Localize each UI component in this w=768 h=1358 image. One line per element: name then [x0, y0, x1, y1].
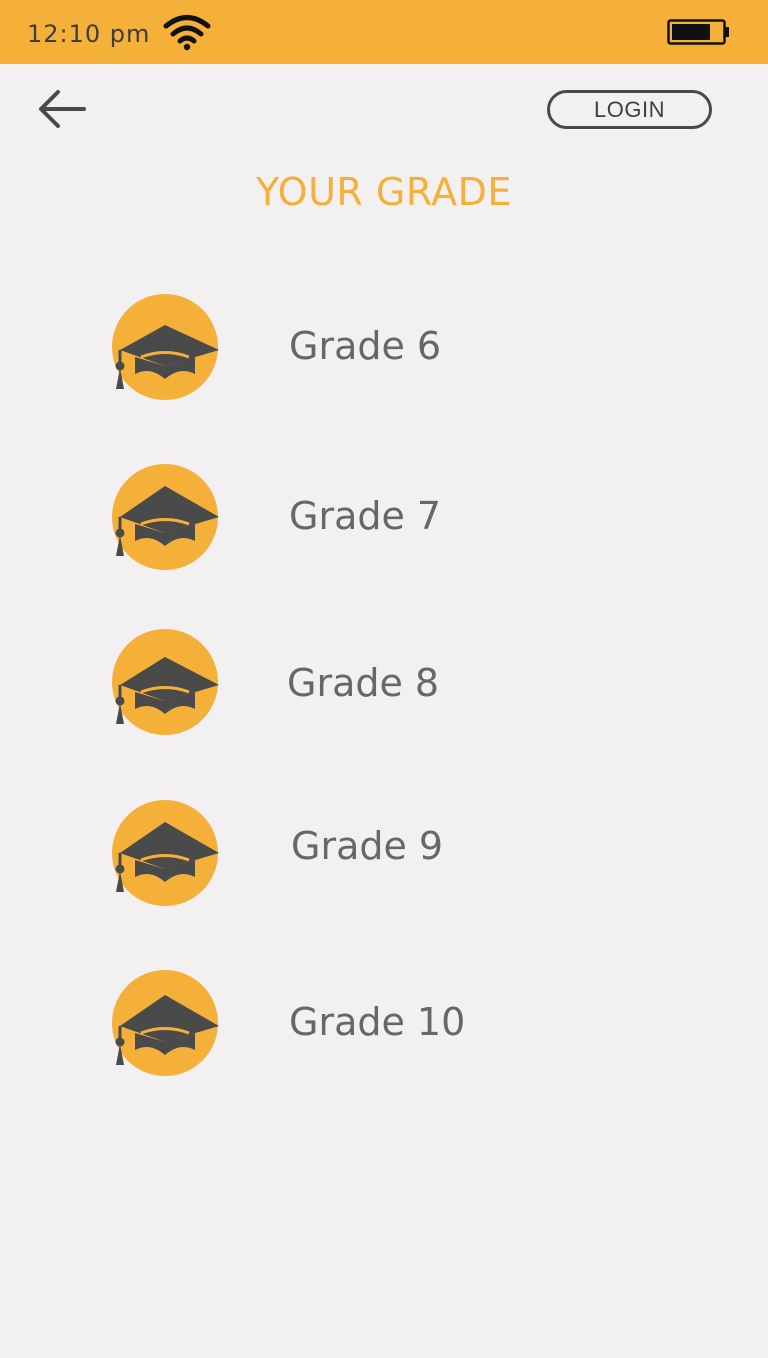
login-button[interactable]: LOGIN	[547, 90, 712, 129]
graduation-cap-icon	[112, 970, 219, 1076]
grade-label: Grade 9	[291, 824, 444, 868]
graduation-cap-icon	[112, 800, 219, 906]
grade-label: Grade 10	[289, 1000, 466, 1044]
back-button[interactable]	[34, 84, 90, 134]
grade-label: Grade 7	[289, 494, 442, 538]
grade-label: Grade 8	[287, 661, 440, 705]
graduation-cap-icon	[112, 464, 219, 570]
wifi-icon	[163, 15, 211, 51]
status-time: 12:10 pm	[27, 20, 151, 48]
grade-item-8[interactable]: Grade 8	[0, 629, 768, 739]
graduation-cap-icon	[112, 629, 219, 735]
page-title: YOUR GRADE	[256, 170, 512, 214]
grade-label: Grade 6	[289, 324, 442, 368]
arrow-left-icon	[39, 90, 86, 128]
grade-item-10[interactable]: Grade 10	[0, 970, 768, 1080]
status-bar: 12:10 pm	[0, 0, 768, 64]
graduation-cap-icon	[112, 294, 219, 400]
grade-item-7[interactable]: Grade 7	[0, 464, 768, 574]
battery-icon	[667, 19, 729, 45]
grade-item-6[interactable]: Grade 6	[0, 294, 768, 404]
grade-item-9[interactable]: Grade 9	[0, 800, 768, 910]
